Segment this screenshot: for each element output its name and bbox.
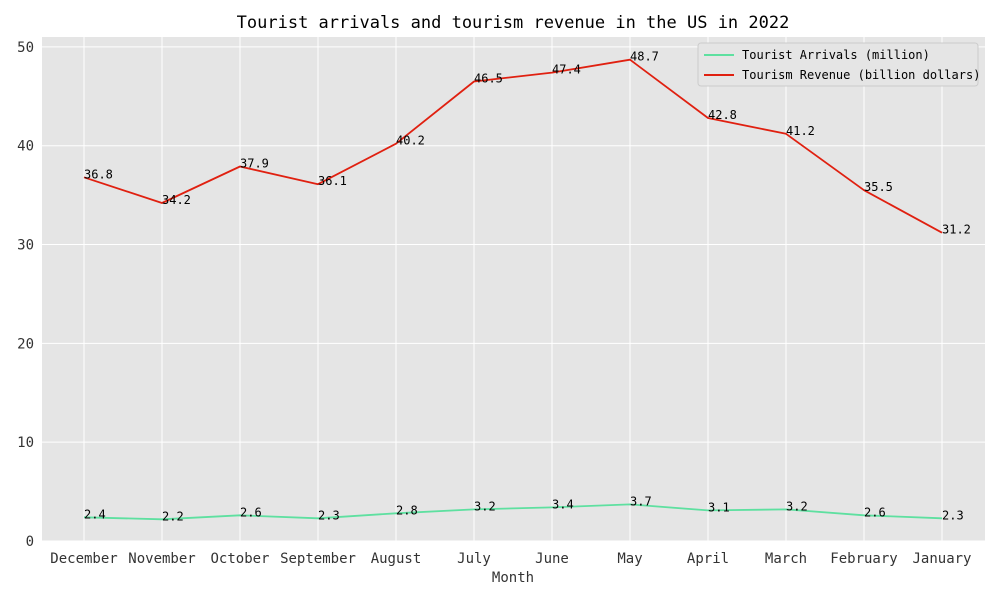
- data-label: 3.1: [708, 500, 730, 514]
- y-tick-label: 10: [17, 435, 34, 451]
- data-label: 3.7: [630, 494, 652, 508]
- plot-area: [42, 37, 985, 541]
- data-label: 2.6: [864, 505, 886, 519]
- data-label: 2.4: [84, 507, 106, 521]
- data-label: 42.8: [708, 108, 737, 122]
- legend: Tourist Arrivals (million) Tourism Reven…: [697, 42, 980, 87]
- data-labels: 2.4 2.2 2.6 2.3 2.8 3.2 3.4 3.7 3.1 3.2 2.6 2.3 36.8…: [84, 50, 971, 524]
- legend-label-arrivals: Tourist Arrivals (million): [742, 48, 930, 62]
- series-line-1: [83, 58, 943, 234]
- data-label: 2.2: [162, 509, 184, 523]
- x-axis-ticks: December November October September August Ju…: [50, 551, 971, 567]
- x-axis-label: Month: [492, 570, 534, 586]
- data-label: 46.5: [474, 71, 503, 85]
- x-tick-label: March: [765, 551, 807, 567]
- y-tick-label: 30: [17, 238, 34, 254]
- x-tick-label: January: [912, 551, 971, 567]
- data-label: 3.4: [552, 497, 574, 511]
- data-label: 37.9: [240, 156, 269, 170]
- x-tick-label: November: [128, 551, 195, 567]
- x-tick-label: August: [371, 551, 422, 567]
- data-label: 31.2: [942, 223, 971, 237]
- data-label: 2.3: [318, 508, 340, 522]
- data-label: 48.7: [630, 50, 659, 64]
- data-label: 34.2: [162, 193, 191, 207]
- y-tick-label: 0: [26, 534, 34, 550]
- legend-box: [697, 42, 979, 87]
- x-tick-label: December: [50, 551, 117, 567]
- x-tick-label: February: [830, 551, 897, 567]
- grid: [42, 37, 985, 542]
- x-tick-label: May: [617, 551, 642, 567]
- data-label: 36.8: [84, 167, 113, 181]
- data-label: 47.4: [552, 63, 581, 77]
- y-tick-label: 50: [17, 40, 34, 56]
- data-label: 2.8: [396, 503, 418, 517]
- x-tick-label: July: [457, 551, 491, 567]
- chart-title: Tourist arrivals and tourism revenue in …: [237, 13, 790, 33]
- y-axis-ticks: 0 10 20 30 40 50: [17, 40, 34, 550]
- x-tick-label: September: [280, 551, 356, 567]
- x-tick-label: April: [687, 551, 729, 567]
- data-label: 2.3: [942, 508, 964, 522]
- y-tick-label: 40: [17, 139, 34, 155]
- data-label: 3.2: [474, 499, 496, 513]
- data-label: 41.2: [786, 124, 815, 138]
- data-label: 2.6: [240, 505, 262, 519]
- series-line-0: [83, 503, 943, 521]
- legend-label-revenue: Tourism Revenue (billion dollars): [742, 68, 980, 82]
- x-tick-label: June: [535, 551, 569, 567]
- data-label: 40.2: [396, 134, 425, 148]
- y-tick-label: 20: [17, 336, 34, 352]
- series-group: [83, 58, 943, 521]
- data-label: 35.5: [864, 180, 893, 194]
- data-label: 36.1: [318, 174, 347, 188]
- x-tick-label: October: [210, 551, 269, 567]
- data-label: 3.2: [786, 499, 808, 513]
